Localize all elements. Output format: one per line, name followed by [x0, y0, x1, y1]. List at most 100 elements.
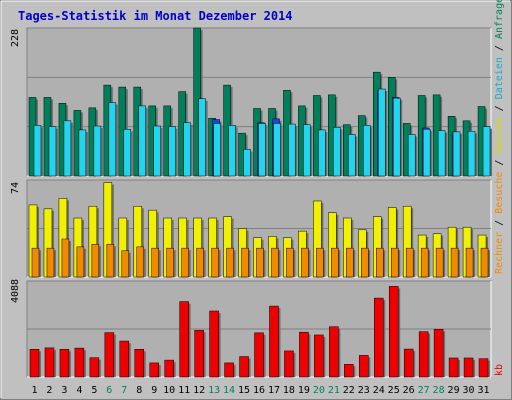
- bar-kb: [104, 332, 115, 378]
- bar-besuche: [106, 243, 115, 278]
- bar-dateien: [198, 98, 206, 177]
- chart-title: Tages-Statistik im Monat Dezember 2014: [18, 9, 293, 23]
- bar-besuche: [465, 247, 474, 278]
- legend-slash-2: /: [494, 220, 505, 226]
- bar-kb: [418, 331, 429, 378]
- bar-kb: [463, 357, 474, 378]
- bar-besuche: [211, 247, 219, 278]
- bar-besuche: [61, 238, 70, 278]
- bar-kb: [314, 334, 324, 378]
- x-tick-label: 30: [463, 385, 475, 396]
- svg-text:Rechner / Besuche: Rechner / Besuche / Seiten / Dateien / A…: [494, 0, 505, 274]
- bar-besuche: [420, 247, 429, 278]
- bar-kb: [179, 301, 189, 378]
- bar-dateien: [48, 126, 57, 177]
- bar-besuche: [390, 247, 399, 278]
- bar-dateien: [437, 130, 446, 177]
- x-axis-labels: 1 2 3 4 5 6 7 8 9 10 11 12 13 14 15 16 17 18 19 20 21 22 23 24 2…: [31, 385, 489, 396]
- bar-kb: [59, 349, 70, 378]
- bar-kb: [239, 356, 249, 378]
- x-tick-label: 12: [193, 385, 205, 396]
- legend-right-mid: Rechner / Besuche / Seiten / Dateien / A…: [494, 0, 505, 274]
- bar-dateien: [378, 88, 386, 177]
- bar-besuche: [316, 247, 324, 278]
- bar-dateien: [422, 129, 431, 177]
- bar-besuche: [271, 247, 279, 278]
- legend-kb: kb: [494, 364, 505, 376]
- bar-dateien: [183, 122, 191, 177]
- bar-dateien: [392, 97, 401, 177]
- x-tick-label: 1: [31, 385, 37, 396]
- bar-dateien: [407, 134, 416, 177]
- x-tick-label: 6: [106, 385, 112, 396]
- bar-dateien: [63, 120, 72, 177]
- x-tick-label: 8: [136, 385, 142, 396]
- ymax-label-seiten: 74: [10, 182, 21, 194]
- svg-text:kb: kb: [494, 364, 505, 376]
- legend-dateien: Dateien: [494, 57, 505, 99]
- bar-besuche: [181, 247, 189, 278]
- x-tick-label: 19: [298, 385, 310, 396]
- bar-kb: [29, 349, 40, 378]
- bar-kb: [149, 362, 159, 378]
- x-tick-label: 23: [358, 385, 370, 396]
- legend-slash-top: /: [494, 45, 505, 51]
- x-tick-label: 26: [403, 385, 415, 396]
- bar-dateien: [213, 123, 221, 177]
- ymax-label-kb: 4088: [10, 279, 21, 303]
- x-tick-label: 21: [328, 385, 340, 396]
- bar-kb: [299, 331, 309, 378]
- bar-besuche: [151, 247, 159, 278]
- legend-slash-0: /: [494, 105, 505, 111]
- bar-kb: [89, 357, 100, 378]
- bar-dateien: [108, 102, 117, 177]
- bar-besuche: [46, 247, 55, 278]
- x-tick-label: 28: [433, 385, 445, 396]
- bar-kb: [329, 326, 339, 378]
- bar-dateien: [467, 130, 476, 177]
- x-tick-label: 11: [178, 385, 190, 396]
- x-tick-label: 25: [388, 385, 400, 396]
- x-tick-label: 22: [343, 385, 355, 396]
- bar-besuche: [301, 247, 309, 278]
- bar-besuche: [331, 247, 339, 278]
- bar-kb: [403, 348, 414, 378]
- bar-dateien: [243, 149, 251, 177]
- bar-kb: [269, 305, 279, 378]
- bar-kb: [119, 340, 130, 378]
- legend-right: kb: [494, 364, 505, 376]
- bar-dateien: [138, 105, 147, 177]
- bar-dateien: [228, 125, 236, 177]
- bar-besuche: [450, 247, 459, 278]
- x-tick-label: 7: [121, 385, 127, 396]
- bar-besuche: [435, 247, 444, 278]
- x-tick-label: 24: [373, 385, 385, 396]
- x-tick-label: 9: [151, 385, 157, 396]
- bar-kb: [344, 364, 354, 378]
- bar-kb: [374, 297, 384, 378]
- bar-besuche: [166, 247, 174, 278]
- bar-kb: [194, 330, 204, 378]
- panel-anfragen-dateien: [26, 27, 493, 177]
- bar-kb: [74, 347, 85, 378]
- x-tick-label: 16: [253, 385, 265, 396]
- bar-besuche: [480, 247, 489, 278]
- bar-dateien: [288, 123, 296, 177]
- bar-besuche: [31, 247, 40, 278]
- bar-besuche: [226, 247, 234, 278]
- bar-besuche: [346, 247, 354, 278]
- bar-dateien: [168, 126, 176, 177]
- bar-kb: [388, 286, 399, 378]
- x-tick-label: 2: [46, 385, 52, 396]
- x-tick-label: 13: [208, 385, 220, 396]
- bar-dateien: [333, 127, 341, 177]
- bar-kb: [254, 332, 264, 378]
- legend-besuche: Besuche: [494, 172, 505, 214]
- bar-besuche: [405, 247, 414, 278]
- bar-kb: [224, 362, 234, 378]
- bar-dateien: [303, 124, 311, 177]
- x-tick-label: 4: [76, 385, 82, 396]
- bar-dateien: [153, 125, 161, 177]
- x-tick-label: 20: [313, 385, 325, 396]
- legend-slash-1: /: [494, 160, 505, 166]
